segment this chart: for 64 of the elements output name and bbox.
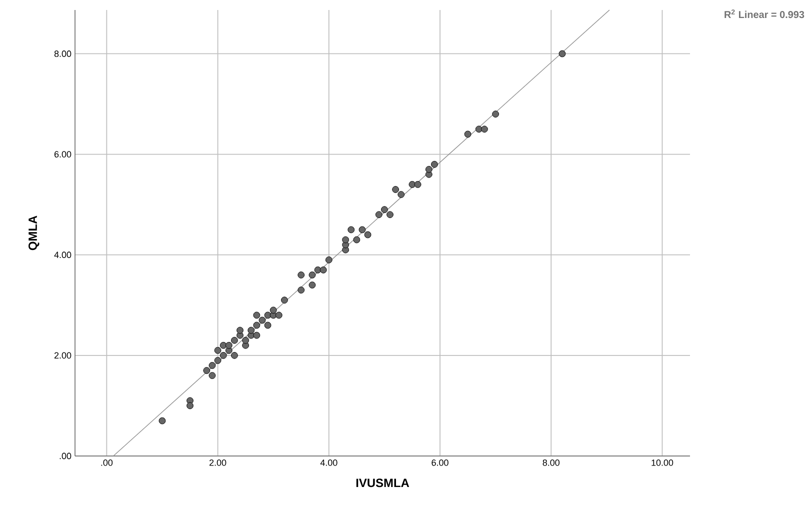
point xyxy=(298,286,305,294)
point xyxy=(208,362,216,369)
point xyxy=(358,226,366,234)
point xyxy=(381,206,388,214)
point xyxy=(275,312,282,319)
point xyxy=(353,236,360,244)
y-tick-label: 6.00 xyxy=(54,151,72,158)
x-tick-label: 6.00 xyxy=(432,460,448,466)
point xyxy=(158,417,166,424)
y-tick-label: 8.00 xyxy=(54,50,72,57)
point xyxy=(398,191,405,198)
point xyxy=(464,130,472,138)
point xyxy=(308,272,316,278)
x-axis-title: IVUSMLA xyxy=(356,478,410,488)
point xyxy=(220,352,227,359)
x-tick-label: 4.00 xyxy=(320,460,338,466)
point xyxy=(264,312,272,319)
point xyxy=(214,357,222,364)
point xyxy=(475,126,482,133)
point xyxy=(242,336,250,344)
point xyxy=(481,126,488,133)
y-tick-label: 4.00 xyxy=(54,252,72,258)
y-tick-label: 2.00 xyxy=(54,352,72,359)
point xyxy=(231,336,238,344)
x-tick-label: .00 xyxy=(101,460,113,466)
text: R$^{2}$ Linear = 0.993 xyxy=(724,10,804,18)
point xyxy=(325,256,332,264)
point xyxy=(281,296,288,304)
x-tick-label: 2.00 xyxy=(210,460,226,466)
x-tick-label: 10.00 xyxy=(652,460,674,466)
point xyxy=(248,326,255,334)
point xyxy=(298,272,305,278)
point xyxy=(314,266,322,274)
point xyxy=(364,231,372,238)
point xyxy=(348,226,355,234)
point xyxy=(253,312,260,319)
point xyxy=(214,346,222,354)
point xyxy=(392,186,399,193)
point xyxy=(558,50,566,58)
point xyxy=(253,332,260,339)
point xyxy=(375,211,382,218)
point xyxy=(225,342,232,349)
point xyxy=(270,306,277,314)
y-axis-title: QMLA xyxy=(28,216,40,250)
point xyxy=(186,402,194,410)
point xyxy=(203,367,210,374)
point xyxy=(264,322,272,329)
point xyxy=(208,372,216,379)
x-tick-label: 8.00 xyxy=(542,460,560,466)
point xyxy=(258,316,266,324)
point xyxy=(431,160,438,168)
point xyxy=(342,236,349,244)
point xyxy=(253,322,260,329)
point xyxy=(220,342,227,349)
point xyxy=(308,282,316,288)
point xyxy=(236,326,244,334)
point xyxy=(492,110,500,118)
point xyxy=(320,266,327,274)
point xyxy=(386,211,394,218)
y-tick-label: .00 xyxy=(60,452,72,460)
point xyxy=(231,352,238,359)
point xyxy=(408,181,416,188)
point xyxy=(414,181,422,188)
point xyxy=(425,166,432,173)
